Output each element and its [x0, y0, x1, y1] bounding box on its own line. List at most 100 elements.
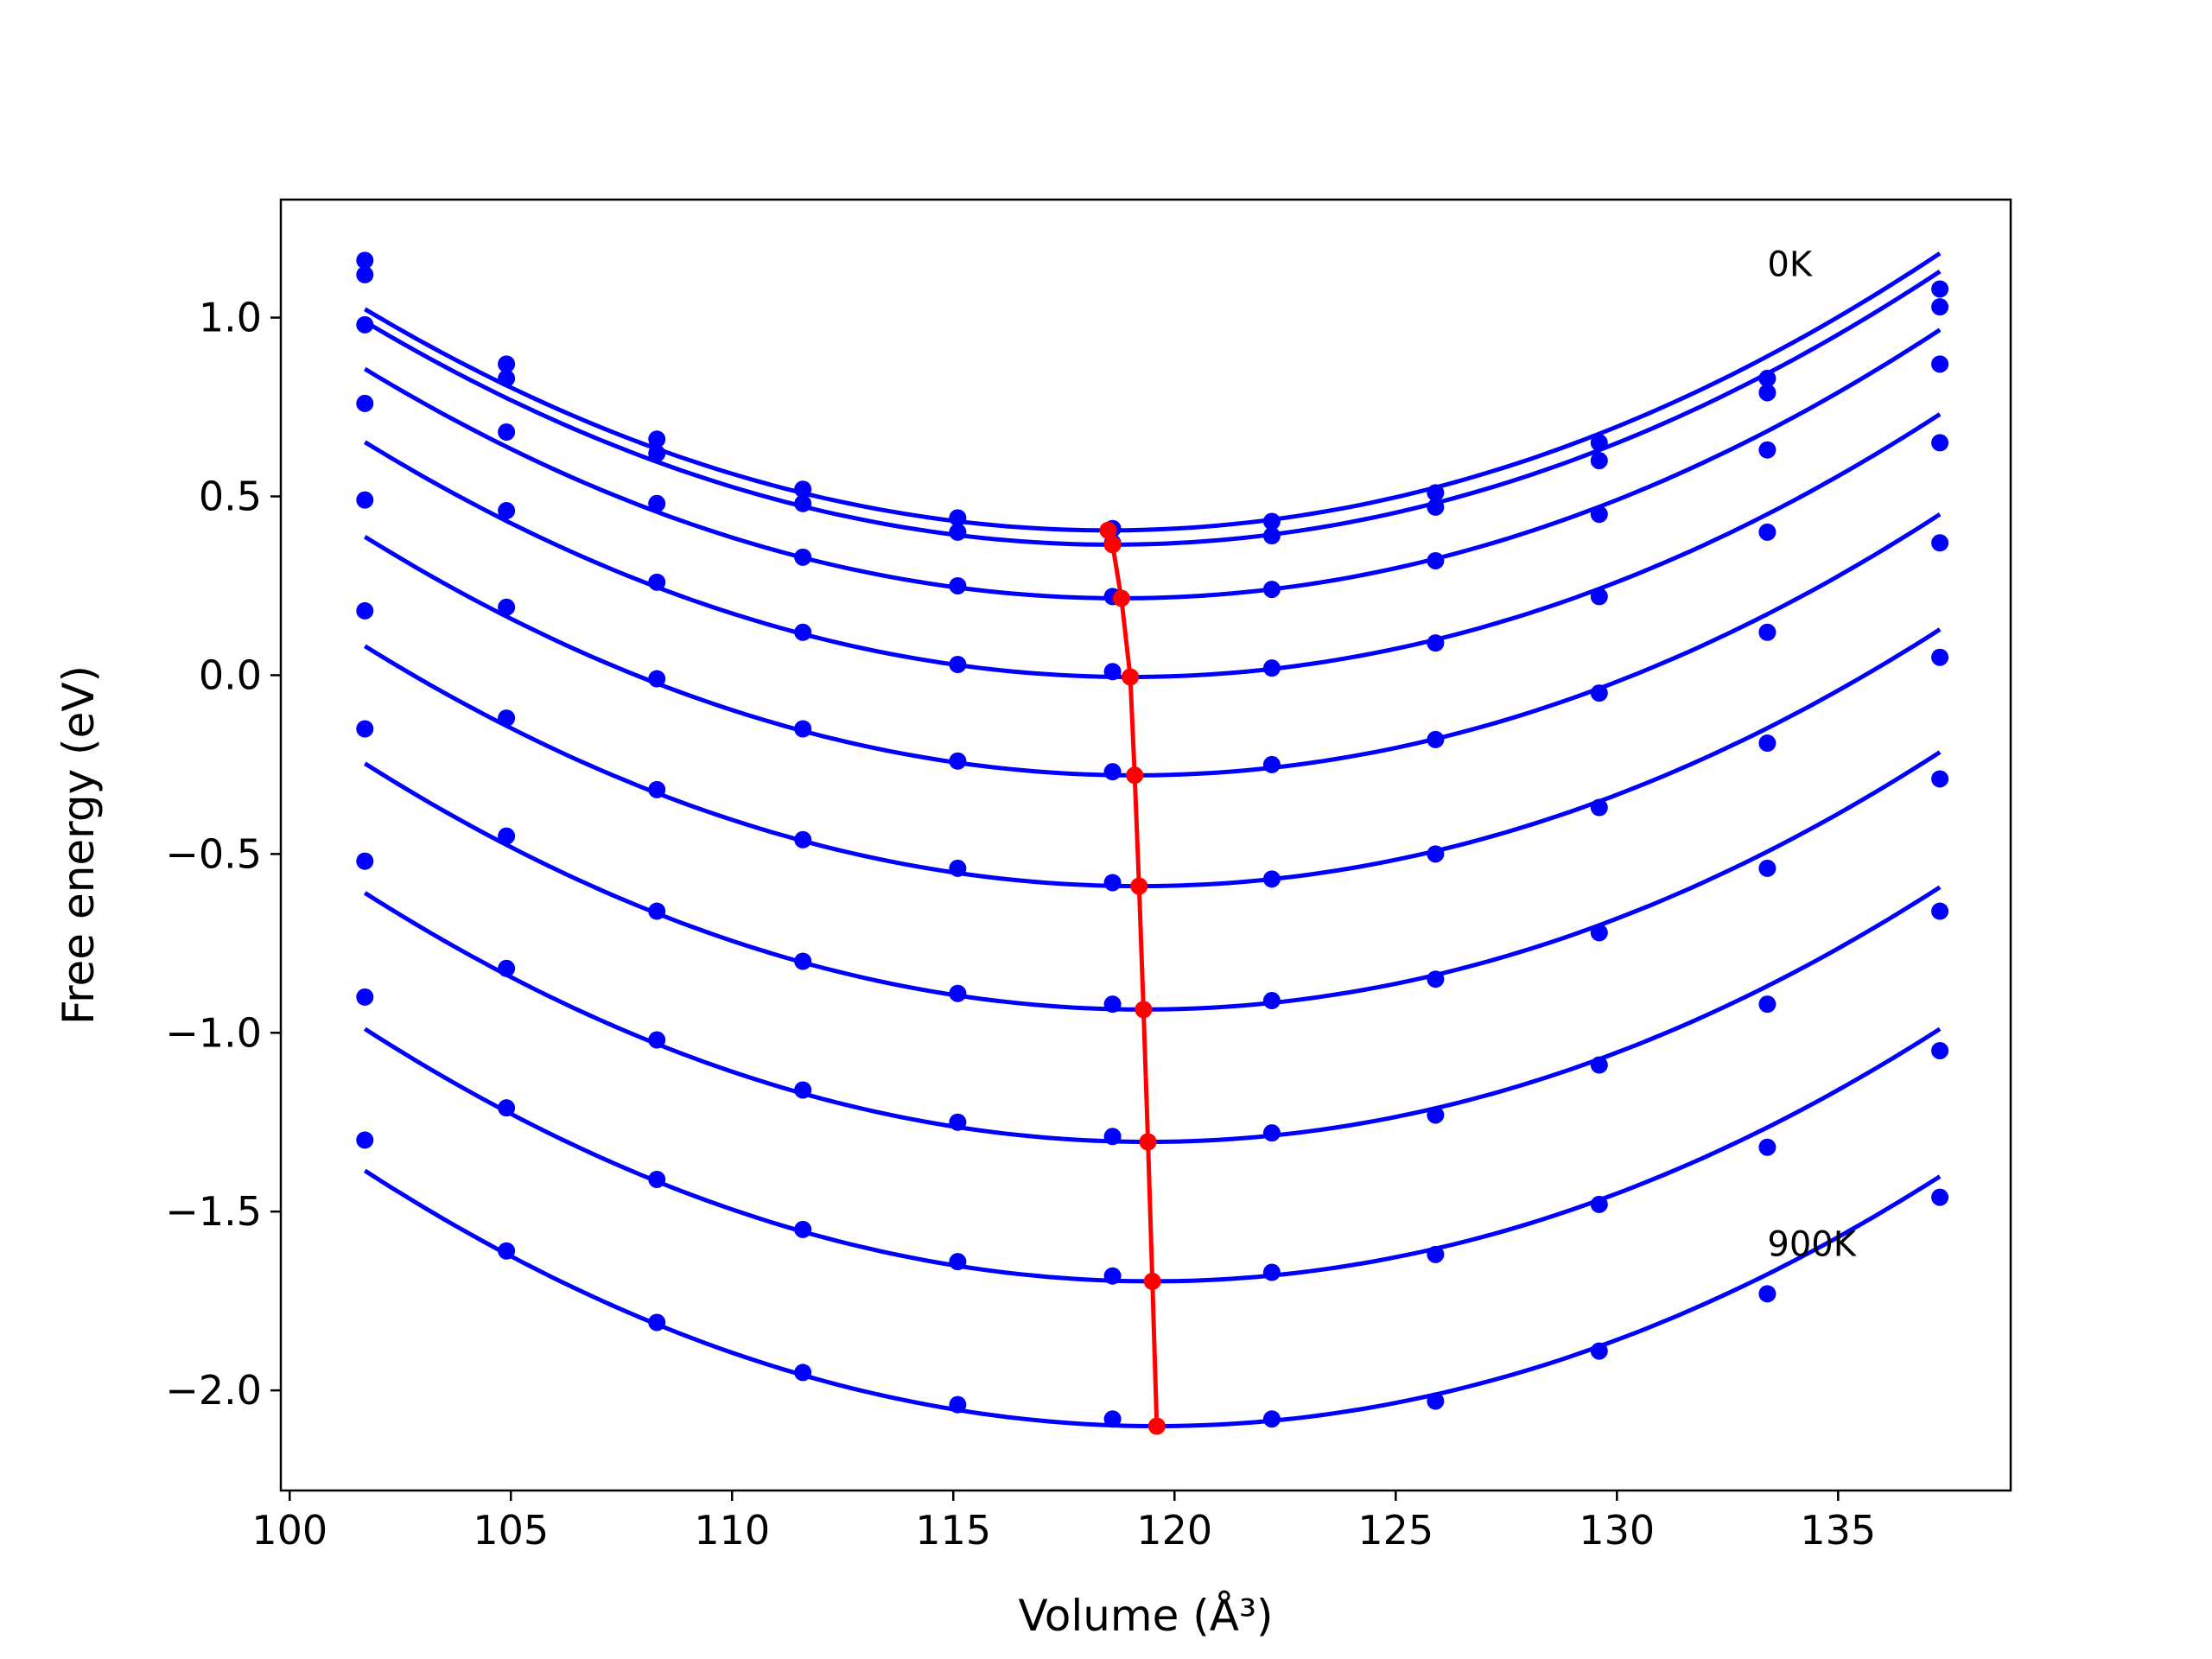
data-point-6-5	[1103, 995, 1122, 1014]
y-tick-label-2: 0.0	[199, 652, 262, 698]
minimum-point-4	[1126, 766, 1144, 785]
minimum-line	[1106, 530, 1160, 1427]
data-point-7-2	[648, 1031, 666, 1049]
data-point-4-5	[1103, 763, 1122, 781]
data-point-3-9	[1758, 523, 1777, 541]
data-point-9-10	[1931, 1188, 1949, 1206]
data-point-8-2	[648, 1170, 666, 1188]
data-point-4-2	[648, 670, 666, 688]
minimum-point-6	[1135, 1001, 1153, 1019]
data-point-9-7	[1427, 1392, 1445, 1410]
data-point-9-1	[498, 1242, 516, 1260]
data-point-9-5	[1103, 1410, 1122, 1428]
data-point-7-7	[1427, 1106, 1445, 1124]
data-point-7-9	[1758, 995, 1777, 1014]
data-point-3-2	[648, 573, 666, 591]
data-point-6-8	[1590, 924, 1608, 942]
minimum-point-3	[1122, 668, 1140, 686]
minimum-point-9	[1147, 1417, 1166, 1435]
x-axis-label: Volume (Å³)	[1018, 1591, 1273, 1641]
data-point-4-9	[1758, 623, 1777, 641]
y-tick-label-3: −0.5	[165, 830, 262, 877]
y-axis-ticks: 1.0 0.5 0.0 −0.5 −1.0 −1.5 −2.0	[165, 295, 281, 1414]
data-point-0-4	[949, 509, 967, 527]
fit-curve-3	[364, 412, 1942, 679]
data-point-7-10	[1931, 902, 1949, 920]
data-point-4-6	[1262, 755, 1281, 773]
data-point-6-4	[949, 984, 967, 1002]
data-point-9-0	[356, 1131, 374, 1149]
data-point-4-4	[949, 752, 967, 770]
data-point-4-3	[794, 720, 812, 738]
data-point-4-7	[1427, 730, 1445, 748]
data-point-8-6	[1262, 1263, 1281, 1281]
plot-data-layer	[356, 251, 1949, 1435]
data-point-0-6	[1262, 512, 1281, 531]
data-point-5-10	[1931, 648, 1949, 666]
data-point-5-2	[648, 780, 666, 798]
data-point-1-7	[1427, 498, 1445, 516]
x-tick-label-6: 130	[1579, 1507, 1655, 1554]
data-point-1-3	[794, 494, 812, 512]
data-point-4-0	[356, 491, 374, 509]
fit-curve-4	[363, 512, 1942, 778]
minimum-point-0	[1099, 521, 1117, 539]
fit-curve-5	[363, 627, 1942, 889]
data-point-1-9	[1758, 384, 1777, 402]
annotation-label-0: 0K	[1767, 245, 1813, 284]
data-point-6-9	[1758, 859, 1777, 877]
data-point-1-4	[949, 523, 967, 541]
fit-curve-1	[364, 270, 1942, 547]
axes-frame	[279, 198, 2012, 1492]
data-point-4-8	[1590, 684, 1608, 702]
data-point-2-1	[498, 423, 516, 442]
data-point-3-6	[1262, 659, 1281, 677]
data-point-9-3	[794, 1363, 812, 1382]
data-point-5-4	[949, 859, 967, 877]
data-point-2-10	[1931, 355, 1949, 373]
data-point-8-10	[1931, 1041, 1949, 1059]
fit-curve-6	[363, 750, 1942, 1012]
data-point-6-6	[1262, 992, 1281, 1010]
data-point-8-8	[1590, 1195, 1608, 1213]
data-point-0-0	[356, 251, 374, 270]
data-point-1-8	[1590, 452, 1608, 470]
data-point-4-1	[498, 598, 516, 616]
data-point-2-7	[1427, 551, 1445, 569]
data-point-1-10	[1931, 298, 1949, 316]
data-point-5-8	[1590, 798, 1608, 817]
data-point-5-1	[498, 709, 516, 728]
data-point-2-4	[949, 576, 967, 594]
temperature-annotations: 0K 900K	[1767, 245, 1857, 1264]
data-point-2-0	[356, 315, 374, 334]
data-point-6-2	[648, 902, 666, 920]
minimum-point-1	[1103, 536, 1122, 554]
data-point-2-6	[1262, 581, 1281, 599]
data-point-5-3	[794, 830, 812, 849]
minimum-point-7	[1139, 1133, 1157, 1151]
data-point-4-10	[1931, 534, 1949, 552]
y-tick-label-4: −1.0	[165, 1009, 262, 1056]
y-tick-label-1: 0.5	[199, 473, 262, 519]
data-point-2-8	[1590, 505, 1608, 524]
data-point-5-5	[1103, 874, 1122, 892]
data-point-9-2	[648, 1313, 666, 1332]
data-point-6-7	[1427, 970, 1445, 988]
x-tick-label-0: 100	[251, 1507, 327, 1554]
data-point-0-2	[648, 430, 666, 448]
data-point-9-4	[949, 1395, 967, 1414]
minimum-point-8	[1143, 1272, 1161, 1290]
data-point-7-0	[356, 852, 374, 870]
data-point-5-6	[1262, 870, 1281, 888]
data-point-9-6	[1262, 1410, 1281, 1428]
x-tick-label-1: 105	[473, 1507, 549, 1554]
data-point-3-7	[1427, 634, 1445, 652]
fit-curve-0	[364, 251, 1942, 533]
data-point-1-0	[356, 265, 374, 283]
x-tick-label-4: 120	[1136, 1507, 1212, 1554]
data-point-2-3	[794, 548, 812, 566]
x-tick-label-7: 135	[1800, 1507, 1876, 1554]
data-point-0-1	[498, 355, 516, 373]
